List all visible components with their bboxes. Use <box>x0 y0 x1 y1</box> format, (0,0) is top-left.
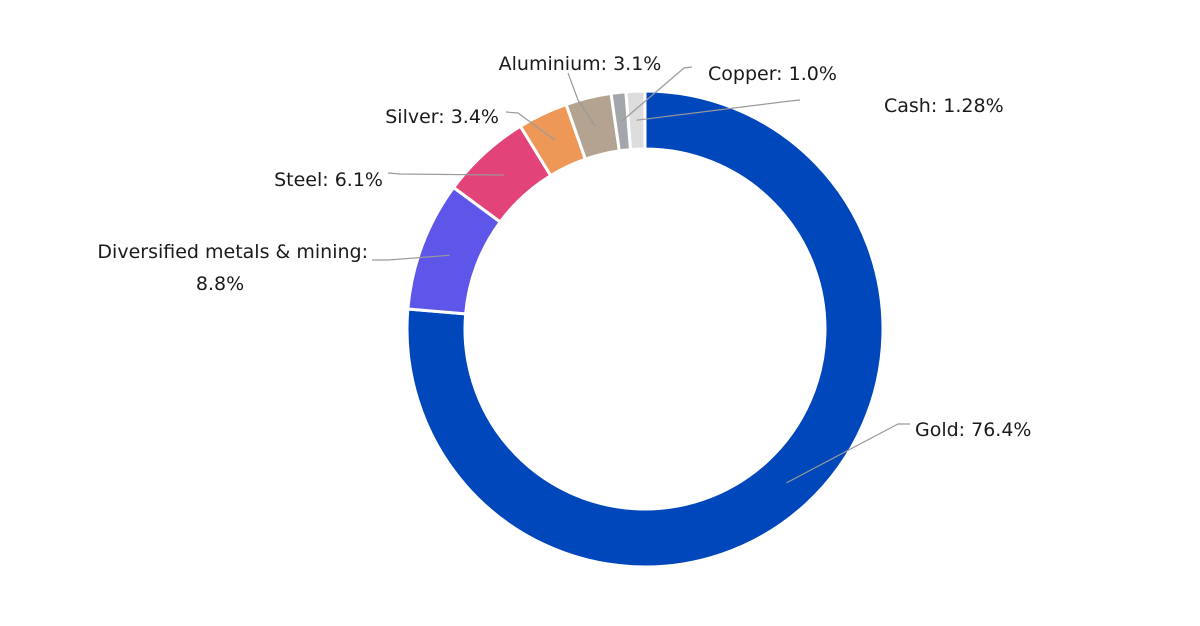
label-diversified-metals-mining-value: 8.8% <box>196 273 244 295</box>
leader-line-steel <box>387 172 504 176</box>
donut-slices <box>405 89 885 569</box>
label-copper: Copper: 1.0% <box>708 63 837 85</box>
leader-line-aluminium <box>567 72 596 127</box>
slice-gold <box>405 89 885 569</box>
slice-labels: Gold: 76.4% Diversified metals & mining: 8… <box>97 53 1031 441</box>
leader-line-cash <box>636 99 801 121</box>
label-steel: Steel: 6.1% <box>274 169 383 191</box>
slice-cash <box>624 89 647 152</box>
leader-line-copper <box>621 66 693 122</box>
label-diversified-metals-mining: Diversified metals & mining: <box>97 241 368 263</box>
leader-lines <box>372 66 910 484</box>
label-aluminium: Aluminium: 3.1% <box>499 53 662 75</box>
leader-line-silver <box>505 111 556 141</box>
leader-line-diversified-metals-mining <box>372 254 450 261</box>
label-gold: Gold: 76.4% <box>915 419 1032 441</box>
label-silver: Silver: 3.4% <box>385 106 499 128</box>
label-cash: Cash: 1.28% <box>884 95 1004 117</box>
leader-line-gold <box>786 423 910 484</box>
